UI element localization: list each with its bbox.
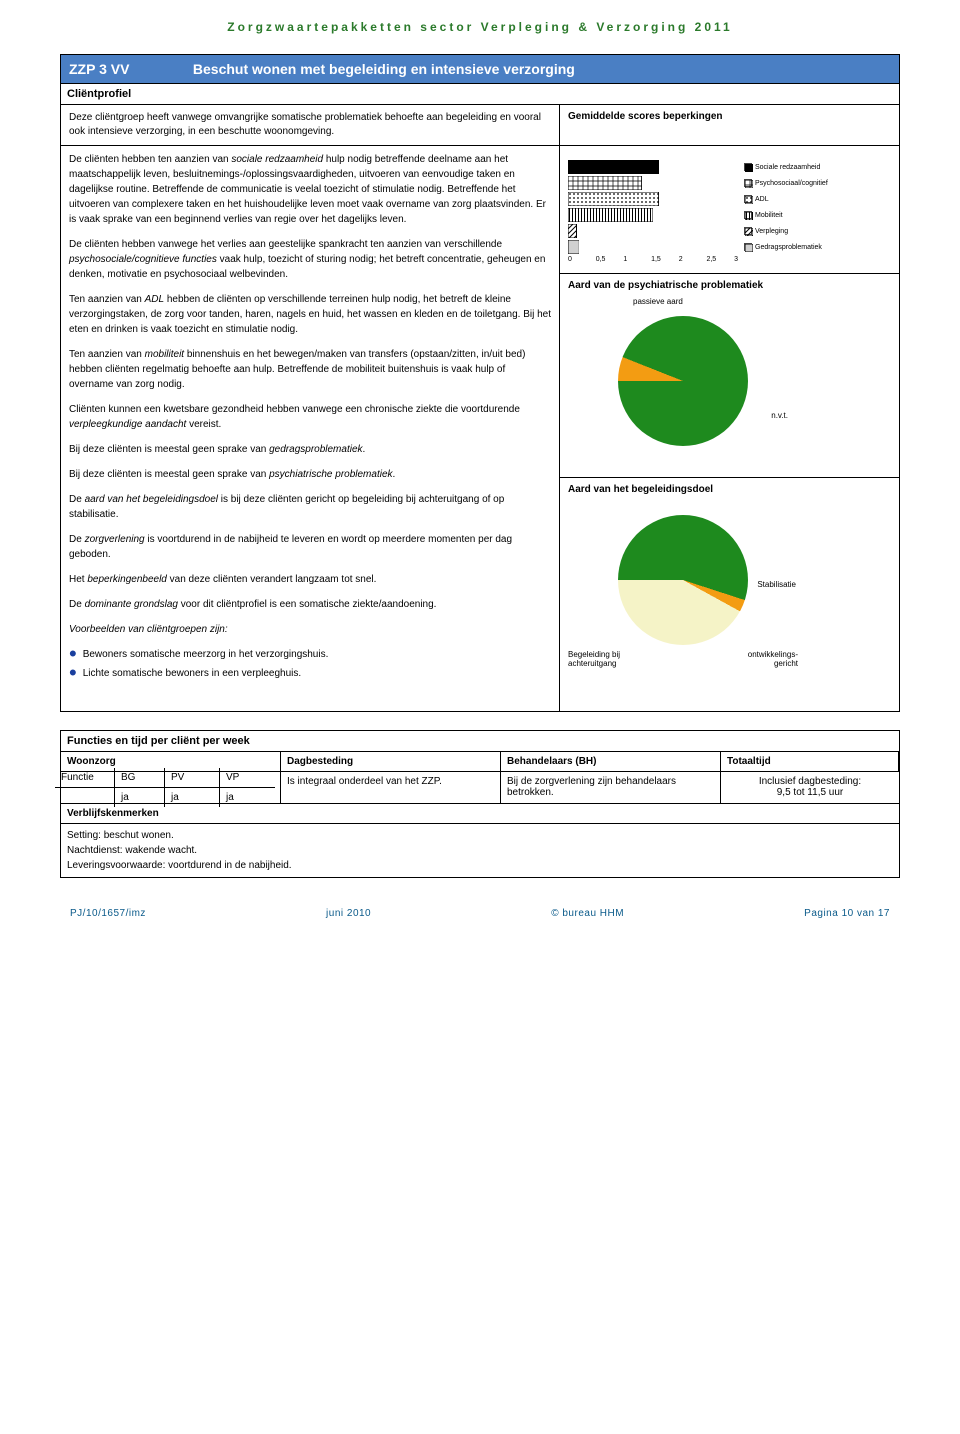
pie1-label-passieve: passieve aard	[633, 297, 683, 306]
bar-legend: Mobiliteit	[744, 211, 783, 219]
pie1-box: Aard van de psychiatrische problematiek …	[559, 274, 899, 478]
sub-v2: ja	[165, 788, 220, 807]
body-paragraph: De zorgverlening is voortdurend in de na…	[69, 532, 551, 562]
sub-pv: PV	[165, 768, 220, 788]
pie1-title: Aard van de psychiatrische problematiek	[568, 280, 891, 291]
dagbesteding-cell: Is integraal onderdeel van het ZZP.	[281, 772, 501, 804]
sub-v1: ja	[115, 788, 165, 807]
sub-vp: VP	[220, 768, 275, 788]
col-behandelaars: Behandelaars (BH)	[501, 752, 721, 772]
body-paragraph: Cliënten kunnen een kwetsbare gezondheid…	[69, 402, 551, 432]
body-paragraph: Het beperkingenbeeld van deze cliënten v…	[69, 572, 551, 587]
footer-right-prefix: © bureau HHM	[551, 908, 624, 919]
examples-label: Voorbeelden van cliëntgroepen zijn:	[69, 624, 228, 635]
clientprofiel-header: Cliëntprofiel	[60, 84, 900, 105]
body-paragraph: De cliënten hebben vanwege het verlies a…	[69, 237, 551, 282]
bar-legend: Verpleging	[744, 227, 788, 235]
examples-list: •Bewoners somatische meerzorg in het ver…	[69, 647, 551, 681]
footer-left: PJ/10/1657/imz	[70, 908, 146, 919]
pie2-title: Aard van het begeleidingsdoel	[568, 484, 891, 495]
zzp-title: Beschut wonen met begeleiding en intensi…	[193, 61, 575, 77]
pie2-label-stab: Stabilisatie	[757, 580, 796, 589]
body-paragraph: De aard van het begeleidingsdoel is bij …	[69, 492, 551, 522]
pie2-label-ontw: ontwikkelings- gericht	[748, 650, 798, 668]
body-paragraph: De dominante grondslag voor dit cliëntpr…	[69, 597, 551, 612]
totaaltijd-cell: Inclusief dagbesteding: 9,5 tot 11,5 uur	[721, 772, 899, 804]
example-item: •Bewoners somatische meerzorg in het ver…	[69, 647, 551, 662]
pie1-chart	[618, 316, 748, 446]
footer-center: juni 2010	[326, 908, 371, 919]
bar-row: Verpleging	[568, 224, 891, 238]
bar-row: Psychosociaal/cognitief	[568, 176, 891, 190]
body-paragraph: Ten aanzien van ADL hebben de cliënten o…	[69, 292, 551, 337]
bar-legend: Sociale redzaamheid	[744, 163, 820, 171]
sub-v0	[55, 788, 115, 807]
pie2-container: Stabilisatie ontwikkelings- gericht Bege…	[568, 495, 798, 705]
col-totaaltijd: Totaaltijd	[721, 752, 899, 772]
bar-legend: Psychosociaal/cognitief	[744, 179, 828, 187]
page-header: Zorgzwaartepakketten sector Verpleging &…	[60, 20, 900, 34]
body-paragraph: De cliënten hebben ten aanzien van socia…	[69, 152, 551, 227]
pie2-box: Aard van het begeleidingsdoel Stabilisat…	[559, 478, 899, 712]
functions-header: Functies en tijd per cliënt per week	[61, 731, 899, 752]
scores-header: Gemiddelde scores beperkingen	[559, 105, 899, 146]
bar-row: Sociale redzaamheid	[568, 160, 891, 174]
woonzorg-subtable: Functie BG PV VP ja ja ja	[61, 772, 281, 804]
zzp-code: ZZP 3 VV	[69, 61, 189, 77]
setting-line: Nachtdienst: wakende wacht.	[67, 843, 893, 858]
settings-list: Setting: beschut wonen.Nachtdienst: wake…	[61, 824, 899, 877]
example-item: •Lichte somatische bewoners in een verpl…	[69, 666, 551, 681]
col-dagbesteding: Dagbesteding	[281, 752, 501, 772]
sub-functie: Functie	[55, 768, 115, 788]
setting-line: Leveringsvoorwaarde: voortdurend in de n…	[67, 858, 893, 873]
intro-text: Deze cliëntgroep heeft vanwege omvangrij…	[61, 105, 559, 146]
body-paragraph: Bij deze cliënten is meestal geen sprake…	[69, 467, 551, 482]
bar-row: Mobiliteit	[568, 208, 891, 222]
pie1-container: passieve aard n.v.t.	[568, 291, 798, 471]
sub-v3: ja	[220, 788, 275, 807]
bar-x-axis: 00,511,522,53	[568, 256, 738, 263]
bar-legend: ADL	[744, 195, 769, 203]
pie2-chart	[618, 515, 748, 645]
sub-bg: BG	[115, 768, 165, 788]
pie2-label-begel: Begeleiding bij achteruitgang	[568, 650, 620, 668]
page-footer: PJ/10/1657/imz juni 2010 © bureau HHM Pa…	[60, 908, 900, 919]
bar-row: Gedragsproblematiek	[568, 240, 891, 254]
bar-legend: Gedragsproblematiek	[744, 243, 822, 251]
pie1-label-nvt: n.v.t.	[771, 411, 788, 420]
footer-right-page: Pagina 10 van 17	[804, 908, 890, 919]
title-bar: ZZP 3 VV Beschut wonen met begeleiding e…	[60, 54, 900, 84]
body-paragraph: Ten aanzien van mobiliteit binnenshuis e…	[69, 347, 551, 392]
body-paragraph: Bij deze cliënten is meestal geen sprake…	[69, 442, 551, 457]
bar-chart-box: Sociale redzaamheid Psychosociaal/cogniti…	[559, 146, 899, 274]
behandelaars-cell: Bij de zorgverlening zijn behandelaars b…	[501, 772, 721, 804]
functions-section: Functies en tijd per cliënt per week Woo…	[60, 730, 900, 878]
bar-row: ADL	[568, 192, 891, 206]
body-text: De cliënten hebben ten aanzien van socia…	[61, 146, 559, 712]
verblijf-header: Verblijfskenmerken	[61, 804, 899, 824]
setting-line: Setting: beschut wonen.	[67, 828, 893, 843]
